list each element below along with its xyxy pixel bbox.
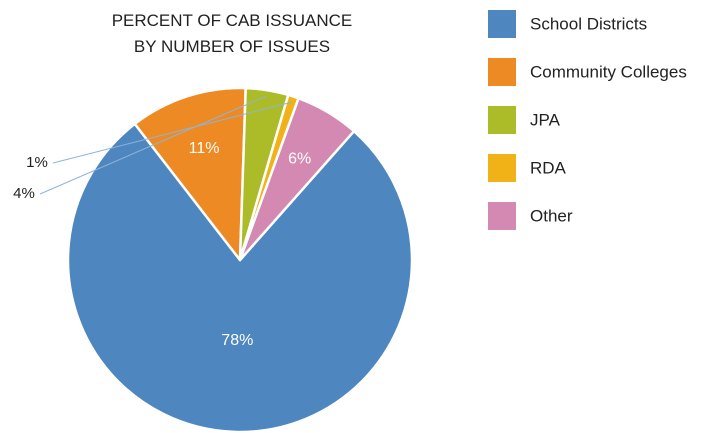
legend-swatch-community-colleges bbox=[488, 58, 516, 86]
slice-label-community-colleges: 11% bbox=[189, 140, 220, 157]
leader-lines bbox=[39, 95, 292, 195]
legend-swatch-school-districts bbox=[488, 10, 516, 38]
legend-item-rda: RDA bbox=[488, 154, 567, 182]
legend-item-other: Other bbox=[488, 202, 573, 230]
pie-slice-other bbox=[238, 97, 356, 262]
slice-label-school-districts: 78% bbox=[221, 332, 253, 349]
chart-title-line-2: BY NUMBER OF ISSUES bbox=[134, 37, 330, 56]
slice-labels: 78% 11% 4% 1% 6% bbox=[13, 140, 311, 349]
pie-slice-school-districts bbox=[66, 122, 414, 433]
legend-item-school-districts: School Districts bbox=[488, 10, 647, 38]
chart-title: PERCENT OF CAB ISSUANCE BY NUMBER OF ISS… bbox=[112, 11, 353, 56]
legend-label-rda: RDA bbox=[530, 158, 567, 177]
chart-title-line-1: PERCENT OF CAB ISSUANCE bbox=[112, 11, 353, 30]
legend-label-other: Other bbox=[530, 206, 573, 225]
pie-slice-community-colleges bbox=[133, 86, 247, 262]
legend-label-school-districts: School Districts bbox=[530, 14, 647, 33]
legend-swatch-jpa bbox=[488, 106, 516, 134]
legend-label-jpa: JPA bbox=[530, 110, 561, 129]
leader-line-jpa bbox=[39, 95, 267, 195]
legend-label-community-colleges: Community Colleges bbox=[530, 62, 687, 81]
slice-label-jpa: 4% bbox=[13, 185, 35, 202]
legend-swatch-other bbox=[488, 202, 516, 230]
legend: School Districts Community Colleges JPA RDA… bbox=[488, 10, 687, 230]
legend-item-jpa: JPA bbox=[488, 106, 561, 134]
pie-slices bbox=[66, 86, 414, 433]
legend-item-community-colleges: Community Colleges bbox=[488, 58, 687, 86]
slice-label-other: 6% bbox=[288, 151, 311, 168]
slice-label-rda: 1% bbox=[26, 154, 48, 171]
legend-swatch-rda bbox=[488, 154, 516, 182]
leader-line-rda bbox=[52, 101, 292, 164]
